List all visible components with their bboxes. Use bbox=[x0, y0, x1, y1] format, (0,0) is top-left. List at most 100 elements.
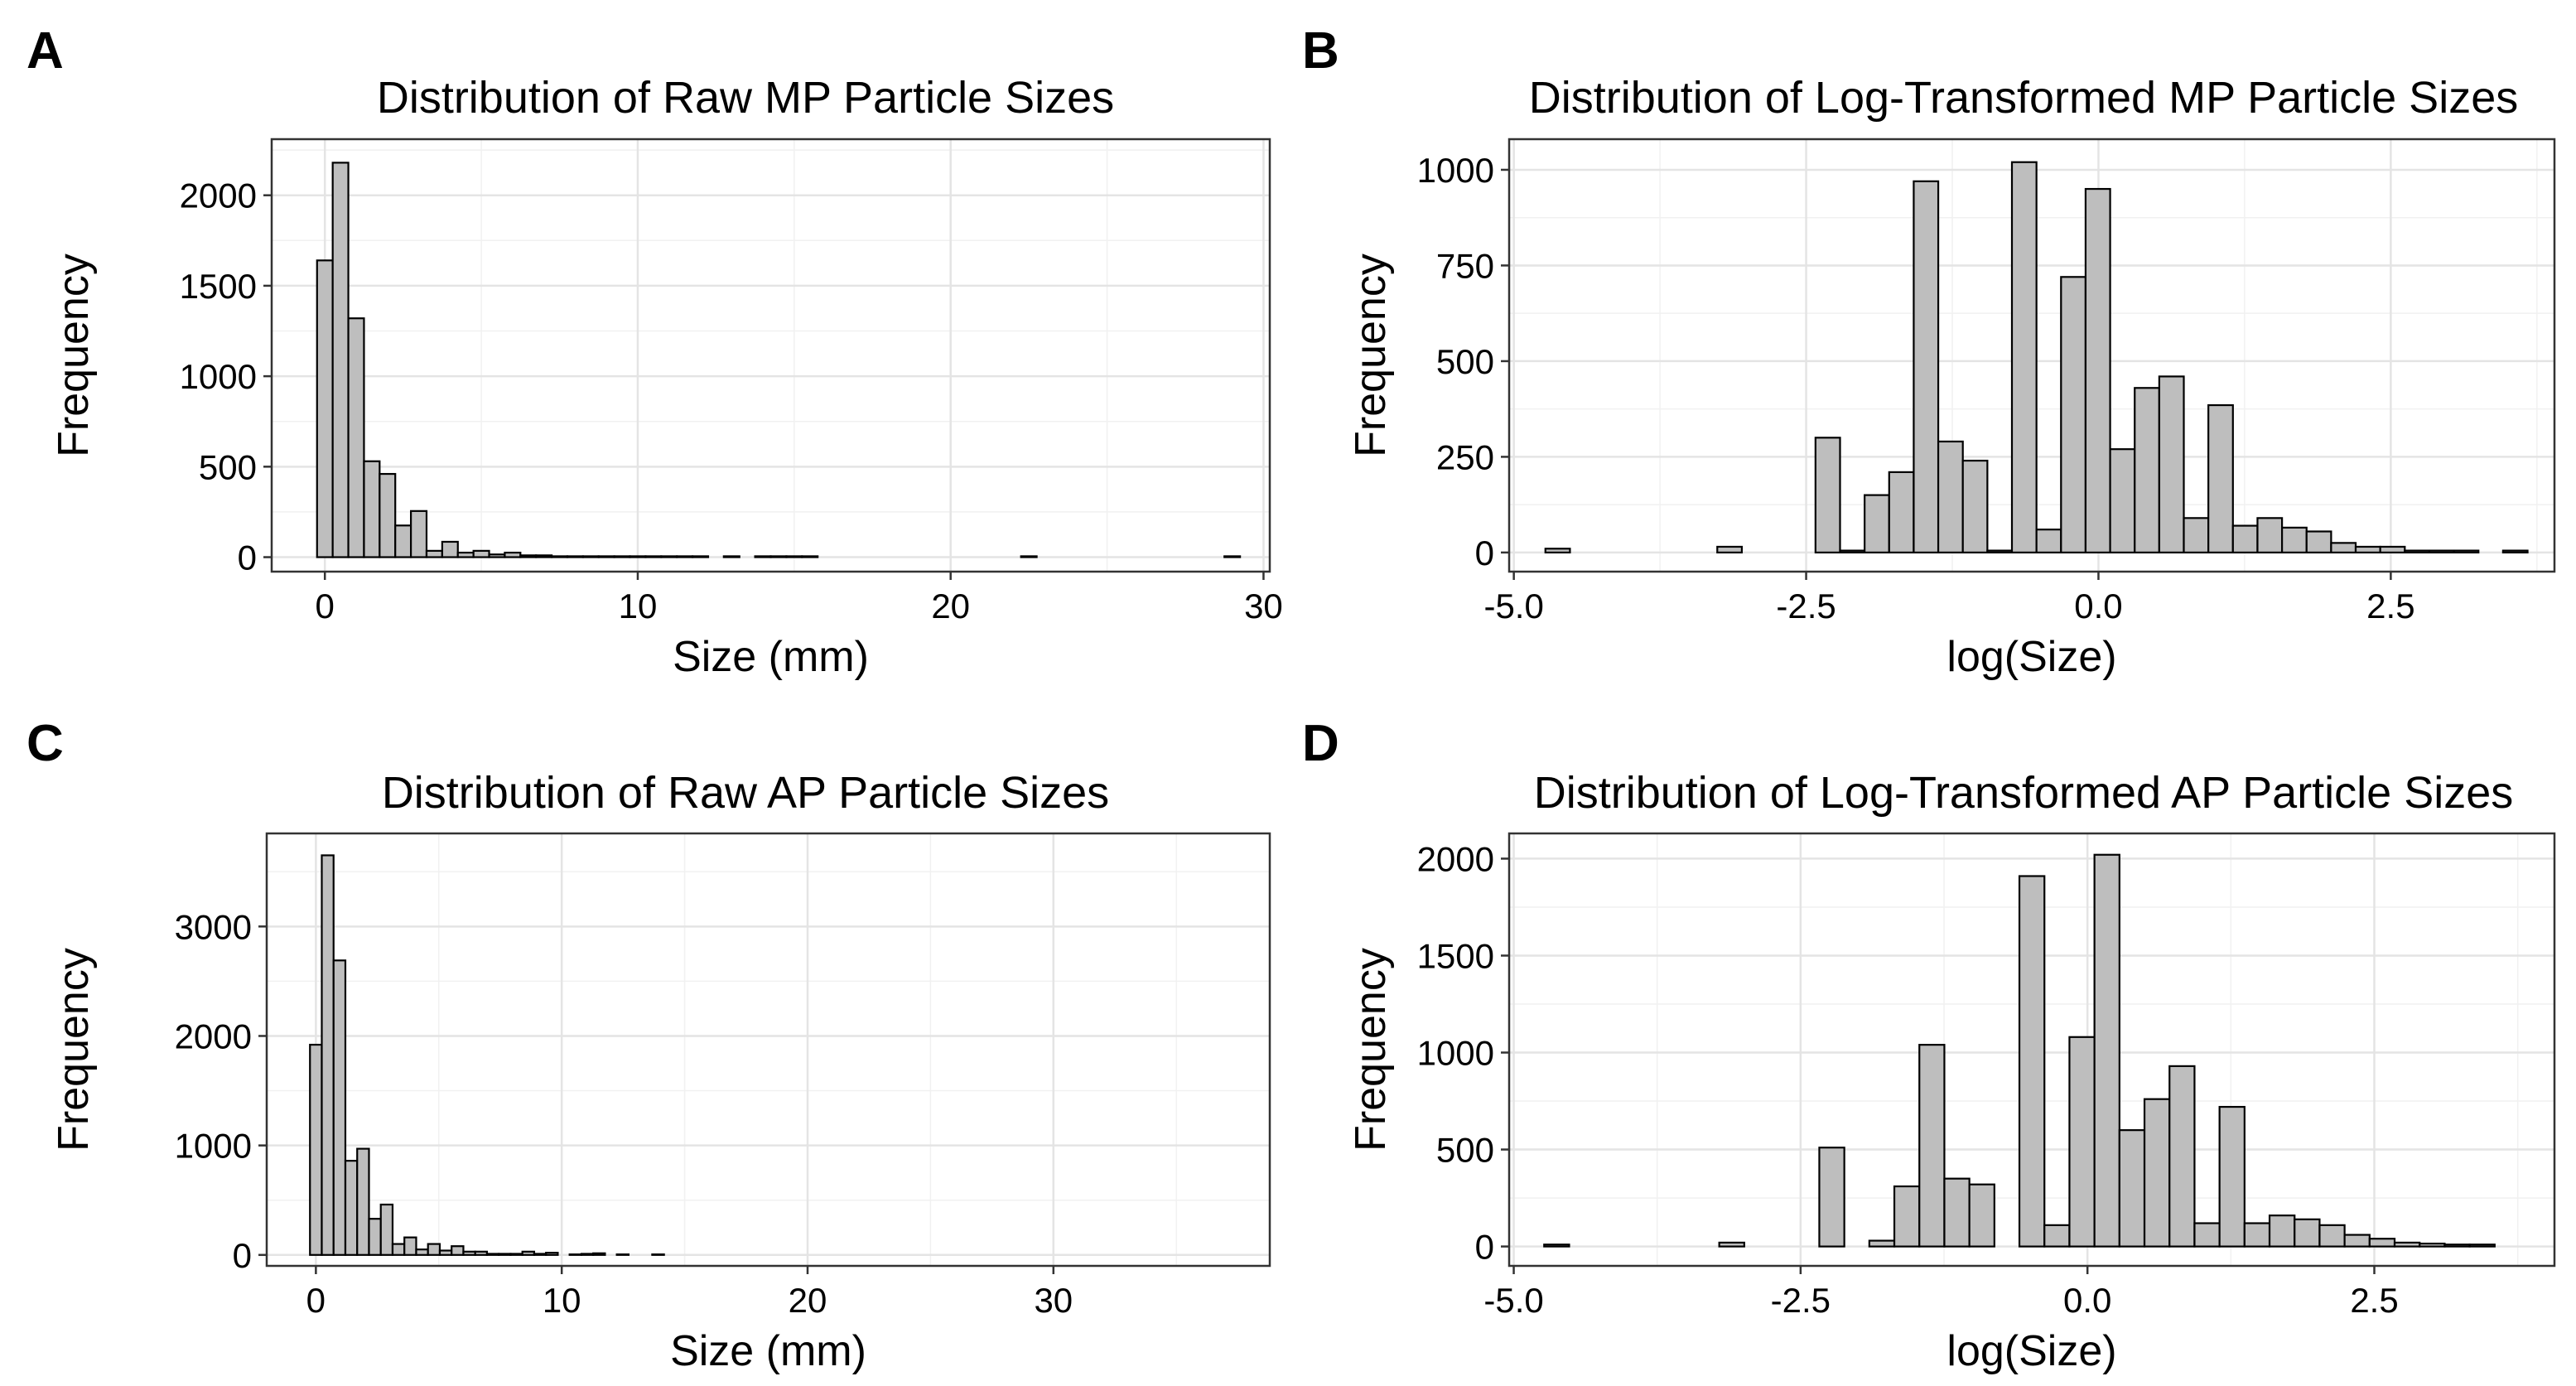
histogram-bar bbox=[519, 554, 538, 558]
panel-letter-c: C bbox=[27, 715, 64, 772]
panel-letter-b: B bbox=[1302, 22, 1339, 80]
histogram-bar bbox=[2134, 387, 2160, 554]
plot-title-c: Distribution of Raw AP Particle Sizes bbox=[382, 768, 1109, 818]
histogram-bar bbox=[409, 509, 428, 558]
y-tick-label: 0 bbox=[1475, 534, 1494, 572]
x-tick-label: 0.0 bbox=[2074, 587, 2122, 625]
x-tick-label: 0 bbox=[306, 1281, 326, 1320]
plot-area-c bbox=[267, 833, 1270, 1266]
histogram-bar bbox=[368, 1218, 382, 1256]
histogram-bar bbox=[2010, 161, 2038, 554]
histogram-bar bbox=[2183, 517, 2210, 554]
histogram-bar bbox=[309, 1043, 323, 1256]
histogram-bar bbox=[2084, 187, 2111, 554]
panel-b: -5.0 -2.5 0.0 2.5 0 250 500 750 1000 Distribution… bbox=[1302, 22, 2556, 681]
histogram-bar bbox=[550, 555, 569, 558]
histogram-bar bbox=[785, 555, 803, 558]
histogram-bar bbox=[1913, 180, 1940, 554]
y-tick-label: 2000 bbox=[175, 1017, 252, 1055]
panel-d: -5.0 -2.5 0.0 2.5 0 500 1000 1500 2000 Distributi… bbox=[1302, 715, 2556, 1375]
x-tick-label: 0.0 bbox=[2063, 1281, 2111, 1320]
histogram-bar bbox=[332, 959, 347, 1256]
y-tick-label: 500 bbox=[1436, 1131, 1494, 1170]
histogram-bar bbox=[347, 317, 365, 558]
histogram-bar bbox=[1814, 437, 1841, 554]
histogram-bar bbox=[754, 555, 772, 558]
histogram-bar bbox=[2035, 529, 2062, 554]
x-tick-label: -5.0 bbox=[1483, 587, 1543, 625]
histogram-bar bbox=[363, 460, 381, 558]
histogram-bar bbox=[691, 555, 710, 558]
bars-d bbox=[1543, 853, 2496, 1248]
histogram-bar bbox=[316, 259, 334, 558]
histogram-bar bbox=[1020, 555, 1038, 558]
panel-c: 0 10 20 30 0 1000 2000 3000 Distribution of Raw … bbox=[27, 715, 1271, 1375]
histogram-bar bbox=[2158, 375, 2185, 554]
x-axis-title-b: log(Size) bbox=[1946, 633, 2116, 681]
histogram-bar bbox=[1961, 459, 1989, 554]
histogram-bar bbox=[521, 1250, 536, 1256]
histogram-bar bbox=[415, 1248, 429, 1256]
x-tick-label: 10 bbox=[543, 1281, 581, 1320]
histogram-bar bbox=[331, 162, 350, 558]
histogram-bar bbox=[2404, 549, 2431, 554]
histogram-bar bbox=[615, 1253, 630, 1256]
bars-b bbox=[1544, 161, 2529, 554]
histogram-bar bbox=[394, 524, 412, 558]
bars-c bbox=[309, 854, 665, 1256]
y-tick-label: 0 bbox=[233, 1236, 252, 1275]
panel-border-a bbox=[270, 138, 1271, 573]
histogram-bar bbox=[2443, 1244, 2471, 1248]
y-tick-label: 1000 bbox=[175, 1127, 252, 1166]
histogram-bar bbox=[391, 1243, 406, 1256]
histogram-bar bbox=[613, 555, 631, 558]
histogram-bar bbox=[2280, 526, 2308, 554]
histogram-bar bbox=[438, 1249, 453, 1256]
histogram-bar bbox=[498, 1253, 512, 1256]
histogram-bar bbox=[2018, 875, 2046, 1248]
histogram-bar bbox=[2143, 1098, 2171, 1248]
plot-area-a bbox=[272, 139, 1270, 572]
x-tick-label: 30 bbox=[1244, 587, 1283, 625]
histogram-bar bbox=[1968, 1183, 1995, 1248]
x-tick-label: 2.5 bbox=[2350, 1281, 2398, 1320]
histogram-bar bbox=[535, 554, 553, 558]
x-tick-label: -5.0 bbox=[1483, 1281, 1543, 1320]
plot-title-b: Distribution of Log-Transformed MP Parti… bbox=[1529, 73, 2518, 123]
histogram-bar bbox=[597, 555, 615, 558]
histogram-bar bbox=[2243, 1222, 2271, 1248]
histogram-bar bbox=[474, 1250, 489, 1256]
histogram-bar bbox=[2354, 545, 2381, 554]
histogram-bar bbox=[1986, 549, 2014, 554]
histogram-bar bbox=[2256, 517, 2284, 554]
histogram-bar bbox=[533, 1253, 548, 1256]
x-tick-label: 0 bbox=[316, 587, 335, 625]
y-tick-label: 1500 bbox=[180, 267, 257, 306]
x-tick-label: 2.5 bbox=[2366, 587, 2414, 625]
histogram-bar bbox=[2168, 1065, 2196, 1248]
histogram-bar bbox=[1223, 555, 1242, 558]
histogram-bar bbox=[1888, 471, 1915, 554]
histogram-bar bbox=[403, 1236, 417, 1256]
histogram-bar bbox=[472, 549, 490, 558]
histogram-bar bbox=[2068, 1036, 2096, 1248]
y-tick-label: 0 bbox=[238, 538, 257, 577]
histogram-bar bbox=[2419, 1242, 2446, 1248]
histogram-bar bbox=[676, 555, 694, 558]
histogram-bar bbox=[2118, 1129, 2146, 1248]
histogram-bar bbox=[2193, 1222, 2221, 1248]
histogram-bar bbox=[580, 1253, 595, 1256]
histogram-bar bbox=[2330, 542, 2357, 554]
histogram-bar bbox=[629, 555, 647, 558]
x-axis-title-d: log(Size) bbox=[1946, 1327, 2116, 1375]
histogram-bar bbox=[2218, 1105, 2246, 1248]
histogram-bar bbox=[1943, 1177, 1971, 1248]
histogram-bar bbox=[462, 1250, 476, 1256]
histogram-bar bbox=[581, 555, 600, 558]
histogram-bar bbox=[2453, 549, 2480, 554]
panel-border-d bbox=[1507, 832, 2556, 1268]
y-tick-label: 1000 bbox=[1417, 151, 1494, 190]
histogram-bar bbox=[769, 555, 788, 558]
y-tick-label: 3000 bbox=[175, 907, 252, 946]
histogram-bar bbox=[545, 1252, 559, 1256]
